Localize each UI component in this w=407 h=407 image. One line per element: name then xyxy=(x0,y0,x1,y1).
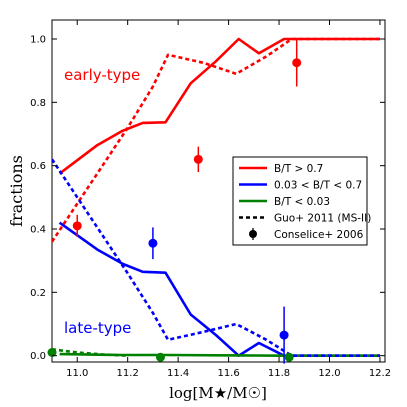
x-tick-label: 11.0 xyxy=(66,368,88,379)
data-point xyxy=(193,154,203,164)
x-tick-label: 11.8 xyxy=(268,368,290,379)
x-tick-label: 12.0 xyxy=(318,368,340,379)
annotation-early-type: early-type xyxy=(64,66,140,84)
plot-border xyxy=(51,19,386,363)
x-tick-label: 12.2 xyxy=(369,368,391,379)
legend-label: Guo+ 2011 (MS-II) xyxy=(274,212,371,224)
points-layer xyxy=(47,39,302,364)
data-point xyxy=(148,238,158,248)
annotation-late-type: late-type xyxy=(64,319,131,337)
legend: B/T > 0.7 0.03 < B/T < 0.7 B/T < 0.03 Guo+ … xyxy=(232,156,371,246)
x-axis-label: log[M★/M☉] xyxy=(169,384,267,402)
x-tick-label: 11.4 xyxy=(167,368,189,379)
y-tick-label: 0.4 xyxy=(30,225,46,236)
y-tick-label: 0.0 xyxy=(30,351,46,362)
x-tick-label: 11.2 xyxy=(117,368,139,379)
series-line-guo-2011-ms-ii-early xyxy=(52,37,380,243)
legend-label: 0.03 < B/T < 0.7 xyxy=(274,179,362,191)
series-line-guo-2011-ms-ii-b-t-0-03 xyxy=(52,348,128,357)
legend-label: Conselice+ 2006 xyxy=(274,229,364,241)
y-tick-label: 0.8 xyxy=(30,98,46,109)
y-tick-label: 1.0 xyxy=(30,35,46,46)
y-tick-label: 0.2 xyxy=(30,288,46,299)
y-axis-label: fractions xyxy=(7,155,26,227)
series-line-b-t-0-7 xyxy=(58,37,380,175)
data-point xyxy=(279,330,289,340)
y-tick-label: 0.6 xyxy=(30,161,46,172)
data-point xyxy=(292,58,302,68)
ticks-layer: 11.0 11.2 11.4 11.6 11.8 12.0 12.2 0.0 0.2 0.4 0.6… xyxy=(30,20,391,379)
legend-label: B/T < 0.03 xyxy=(274,196,330,208)
data-point xyxy=(284,352,294,362)
data-point xyxy=(47,348,57,357)
data-point xyxy=(72,221,82,231)
plot-frame xyxy=(51,19,386,363)
x-tick-label: 11.6 xyxy=(217,368,239,379)
legend-label: B/T > 0.7 xyxy=(274,163,323,175)
data-point xyxy=(155,352,165,362)
